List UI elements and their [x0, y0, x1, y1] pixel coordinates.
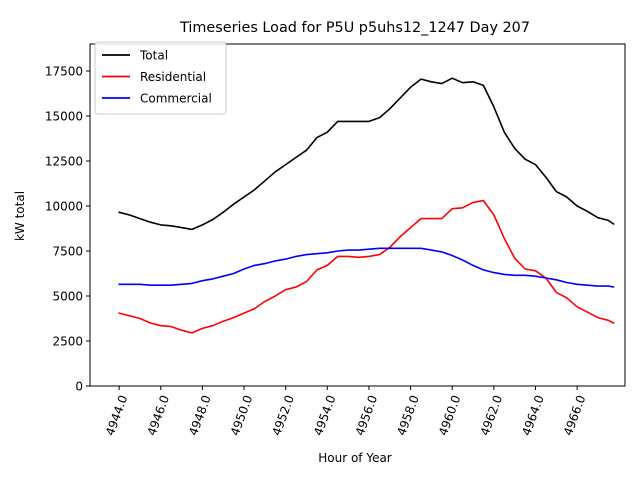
y-tick-label: 15000: [45, 110, 83, 124]
legend-label-commercial: Commercial: [140, 92, 212, 106]
legend-label-total: Total: [139, 49, 168, 63]
series-line-commercial: [118, 247, 615, 288]
y-tick-label: 17500: [45, 65, 83, 79]
y-axis-label: kW total: [13, 191, 27, 241]
legend: Total Residential Commercial: [94, 41, 227, 115]
axes-frame: [89, 43, 626, 387]
series-line-residential: [118, 199, 615, 334]
y-tick-label: 0: [75, 380, 83, 394]
series-line-total: [118, 77, 615, 231]
y-tick-label: 2500: [52, 335, 83, 349]
legend-label-residential: Residential: [140, 70, 206, 84]
y-tick-label: 7500: [52, 245, 83, 259]
y-tick-label: 12500: [45, 155, 83, 169]
chart-title: Timeseries Load for P5U p5uhs12_1247 Day…: [179, 20, 530, 36]
y-tick-label: 5000: [52, 290, 83, 304]
x-axis-label: Hour of Year: [318, 451, 392, 465]
legend-box: [94, 41, 227, 115]
y-tick-label: 10000: [45, 200, 83, 214]
